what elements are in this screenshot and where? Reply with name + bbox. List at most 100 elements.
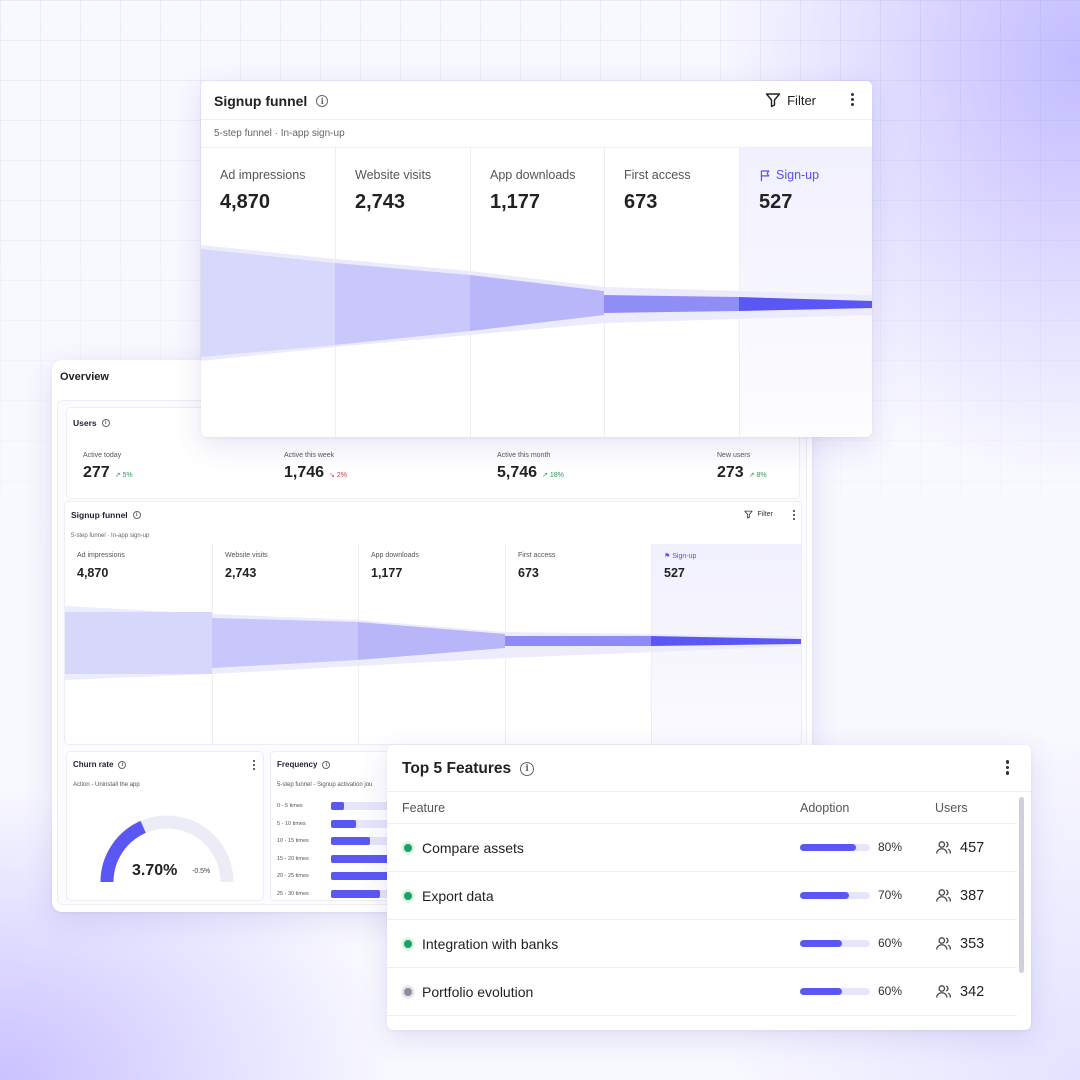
churn-change: -0.5% — [192, 868, 211, 875]
churn-title: Churn rate — [73, 760, 114, 769]
frequency-bar-track — [331, 819, 401, 828]
stat-label: Active this month — [497, 452, 551, 459]
more-options-icon[interactable] — [793, 510, 795, 520]
top-features-card: Top 5 Features i Feature Adoption Users … — [387, 745, 1031, 1030]
frequency-row: 0 - 5 times — [277, 802, 401, 810]
frequency-bar-track — [331, 889, 401, 898]
column-header-users[interactable]: Users — [935, 801, 968, 815]
frequency-bar-track — [331, 872, 401, 880]
column-header-feature[interactable]: Feature — [402, 801, 446, 815]
users-count: 353 — [960, 936, 985, 952]
adoption-bar-fill — [800, 988, 842, 995]
churn-rate-card: Churn rate i Action - Uninstall the app … — [66, 751, 264, 901]
signup-funnel-subtitle: 5-step funnel · In-app sign-up — [214, 128, 345, 139]
step-value: 673 — [624, 191, 658, 213]
adoption-bar-fill — [800, 892, 849, 899]
adoption-bar-track — [800, 940, 870, 947]
frequency-row-label: 20 - 25 times — [277, 873, 309, 879]
more-options-icon[interactable] — [1005, 760, 1009, 775]
frequency-row: 5 - 10 times — [277, 819, 401, 828]
scrollbar[interactable] — [1019, 797, 1024, 973]
stat-active-month: Active this month 5,746 ↗ 18% — [497, 452, 564, 482]
users-icon — [935, 983, 952, 1005]
filter-button[interactable]: Filter — [765, 92, 816, 108]
feature-name: Export data — [422, 888, 494, 904]
frequency-bar — [331, 837, 370, 845]
stat-change: ↗ 5% — [114, 472, 133, 479]
feature-row[interactable]: Integration with banks 60% 353 — [387, 919, 1017, 967]
trend-up-icon: ↗ — [542, 472, 548, 479]
step-value: 1,177 — [490, 191, 541, 213]
step-ad-impressions[interactable]: Ad impressions 4,870 — [201, 148, 335, 437]
divider — [201, 119, 872, 120]
stat-change: ↗ 8% — [748, 472, 767, 479]
stat-label: Active today — [83, 452, 122, 459]
status-dot — [404, 940, 412, 948]
funnel-segment-3 — [358, 622, 505, 660]
feature-row[interactable]: Portfolio evolution 60% 342 — [387, 967, 1017, 1015]
step-label: Ad impressions — [220, 168, 306, 182]
mini-funnel-subtitle: 5-step funnel · In-app sign-up — [71, 533, 150, 539]
churn-value: 3.70% — [132, 862, 178, 879]
frequency-bar — [331, 889, 380, 898]
funnel-segment-4 — [604, 295, 739, 313]
info-icon[interactable]: i — [101, 419, 110, 427]
mini-funnel-title: Signup funnel — [71, 510, 128, 520]
frequency-row: 25 - 30 times — [277, 889, 401, 898]
step-label: First access — [624, 168, 691, 182]
adoption-bar-fill — [800, 844, 856, 851]
stat-value: 5,746 — [497, 464, 538, 481]
signup-funnel-title: Signup funnel — [214, 93, 308, 109]
more-options-icon[interactable] — [253, 760, 255, 770]
overview-title: Overview — [60, 371, 109, 383]
stat-active-today: Active today 277 ↗ 5% — [83, 452, 133, 482]
frequency-row: 10 - 15 times — [277, 837, 401, 845]
frequency-row: 20 - 25 times — [277, 872, 401, 880]
flag-icon — [760, 169, 770, 181]
trend-down-icon: ↘ — [329, 472, 335, 479]
funnel-segment-5 — [739, 297, 872, 311]
step-label: App downloads — [490, 168, 576, 182]
funnel-segment-2 — [212, 618, 358, 668]
users-title: Users — [73, 418, 97, 428]
info-icon[interactable]: i — [132, 511, 141, 519]
info-icon[interactable]: i — [322, 760, 331, 769]
step-value: 2,743 — [355, 191, 406, 213]
filter-icon — [744, 510, 754, 519]
mini-filter-button[interactable]: Filter — [744, 510, 773, 519]
top-features-title: Top 5 Features — [402, 760, 512, 777]
feature-row[interactable]: Compare assets 80% 457 — [387, 823, 1017, 871]
trend-up-icon: ↗ — [114, 472, 121, 479]
feature-name: Portfolio evolution — [422, 984, 534, 1000]
step-app-downloads[interactable]: App downloads 1,177 — [470, 148, 604, 437]
adoption-value: 70% — [878, 888, 903, 902]
frequency-bar — [331, 854, 394, 863]
funnel-segment-1 — [65, 612, 212, 674]
stat-label: New users — [717, 452, 751, 459]
frequency-title: Frequency — [277, 760, 318, 769]
funnel-segment-4 — [505, 636, 651, 646]
users-icon — [935, 935, 952, 957]
status-dot — [404, 892, 412, 900]
column-header-adoption[interactable]: Adoption — [800, 801, 850, 815]
funnel-segment-1 — [201, 249, 335, 357]
frequency-row-label: 25 - 30 times — [277, 890, 309, 897]
more-options-icon[interactable] — [851, 93, 854, 106]
frequency-row-label: 15 - 20 times — [277, 855, 309, 862]
signup-funnel-chart — [201, 245, 872, 361]
stat-new-users: New users 273 ↗ 8% — [717, 452, 767, 482]
funnel-segment-3 — [470, 275, 604, 331]
step-value: 4,870 — [220, 191, 271, 213]
stat-change: ↗ 18% — [542, 472, 564, 479]
frequency-subtitle: 5-step funnel - Signup activation jou — [277, 782, 373, 788]
churn-subtitle: Action - Uninstall the app — [73, 782, 140, 788]
feature-row[interactable]: Export data 70% 387 — [387, 871, 1017, 919]
mini-signup-funnel: Signup funnel i 5-step funnel · In-app s… — [64, 501, 802, 745]
info-icon[interactable]: i — [316, 95, 329, 107]
step-label: Sign-up — [759, 168, 819, 182]
info-icon[interactable]: i — [520, 762, 535, 776]
users-icon — [935, 887, 952, 909]
stat-label: Active this week — [284, 452, 335, 459]
info-icon[interactable]: i — [118, 760, 127, 769]
frequency-row-label: 5 - 10 times — [277, 820, 306, 827]
